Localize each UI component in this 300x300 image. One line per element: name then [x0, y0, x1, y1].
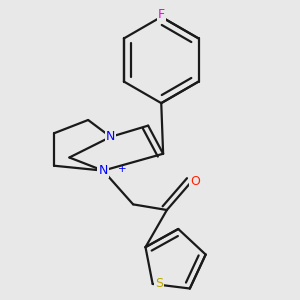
Text: +: + — [118, 164, 127, 174]
Text: F: F — [158, 8, 165, 22]
Text: S: S — [155, 278, 164, 290]
Text: O: O — [190, 176, 200, 188]
Text: N: N — [98, 164, 108, 177]
Text: N: N — [106, 130, 115, 143]
